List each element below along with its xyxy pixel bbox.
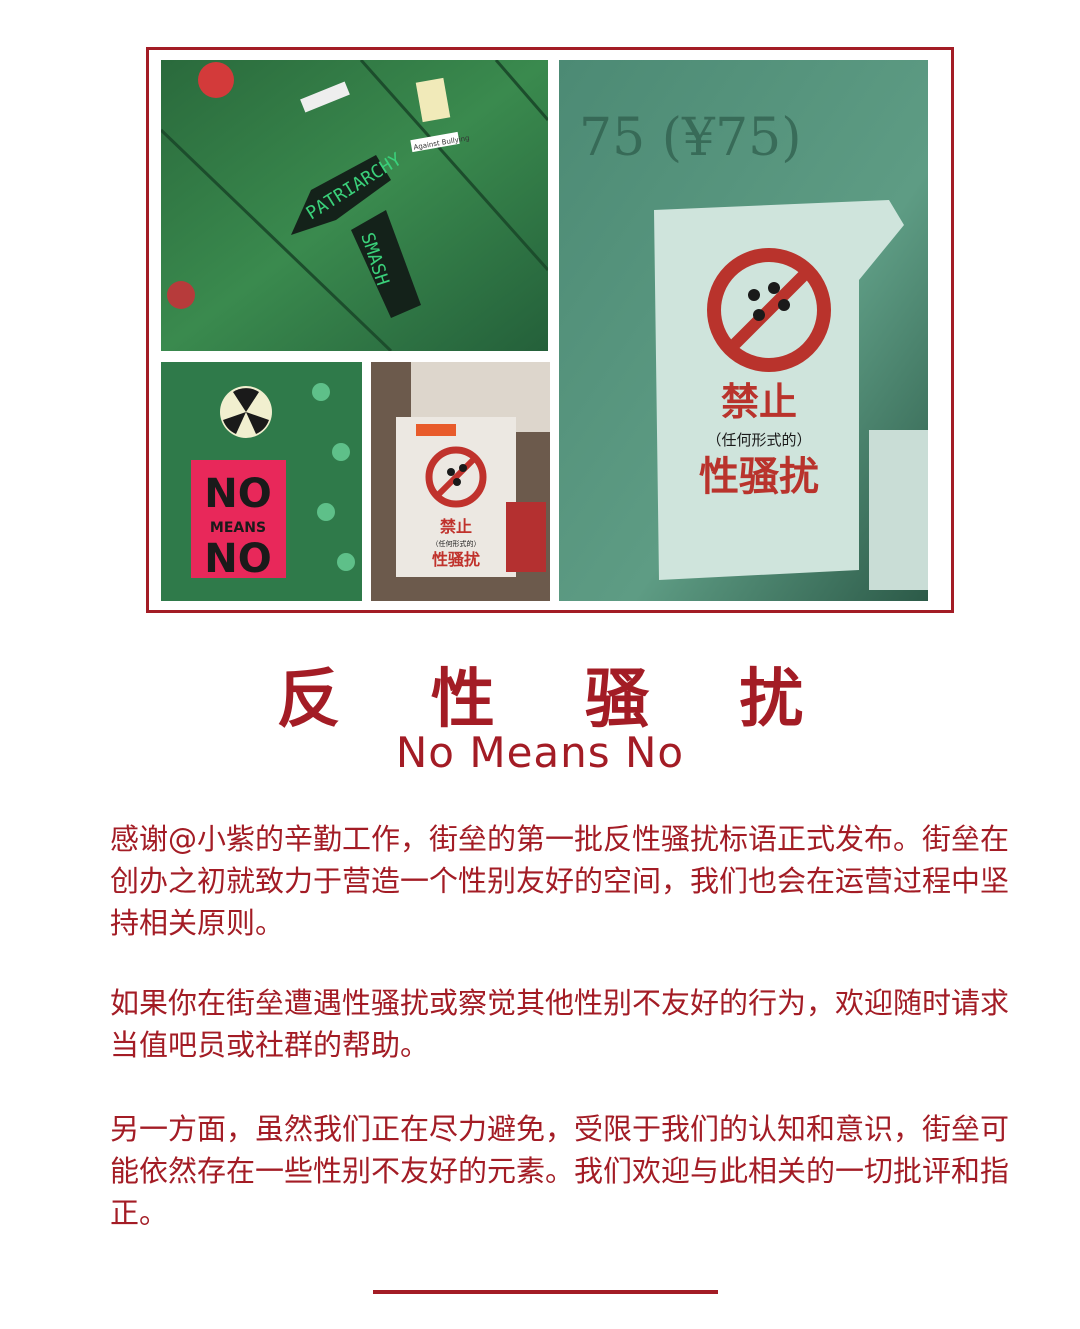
paragraph-feedback: 另一方面，虽然我们正在尽力避免，受限于我们的认知和意识，街垒可能依然存在一些性别… [110,1112,1010,1230]
poster-large-line2: （任何形式的） [706,431,811,449]
page-title-english: No Means No [395,728,685,777]
poster-large-line3: 性骚扰 [699,454,819,500]
poster-small-line1: 禁止 [440,517,472,536]
bottom-divider [373,1290,718,1294]
photo-no-means-no-sticker: NO MEANS NO [161,362,362,601]
poster-small-line3: 性骚扰 [432,550,480,569]
no-sticker-line2: MEANS [210,520,266,536]
page-title-chinese: 反 性 骚 扰 [276,662,838,737]
no-sticker-line1: NO [204,471,271,517]
no-sticker-line3: NO [204,536,271,582]
poster-large-line1: 禁止 [721,380,797,424]
photo-collage-frame [146,47,954,613]
paragraph-intro: 感谢@小紫的辛勤工作，街垒的第一批反性骚扰标语正式发布。街垒在创办之初就致力于营… [110,822,1010,940]
wall-graffiti-text: 75 (¥75) [579,108,802,168]
photo-no-harassment-poster-large: 75 (¥75) 禁止 （任何形式的） 性骚扰 [559,60,928,601]
paragraph-help: 如果你在街垒遭遇性骚扰或察觉其他性别不友好的行为，欢迎随时请求当值吧员或社群的帮… [110,986,1010,1062]
photo-no-harassment-poster-small: 禁止 （任何形式的） 性骚扰 [371,362,550,601]
poster-small-line2: （任何形式的） [432,539,481,548]
photo-smash-patriarchy-sticker: PATRIARCHY SMASH Against Bullying [161,60,548,351]
